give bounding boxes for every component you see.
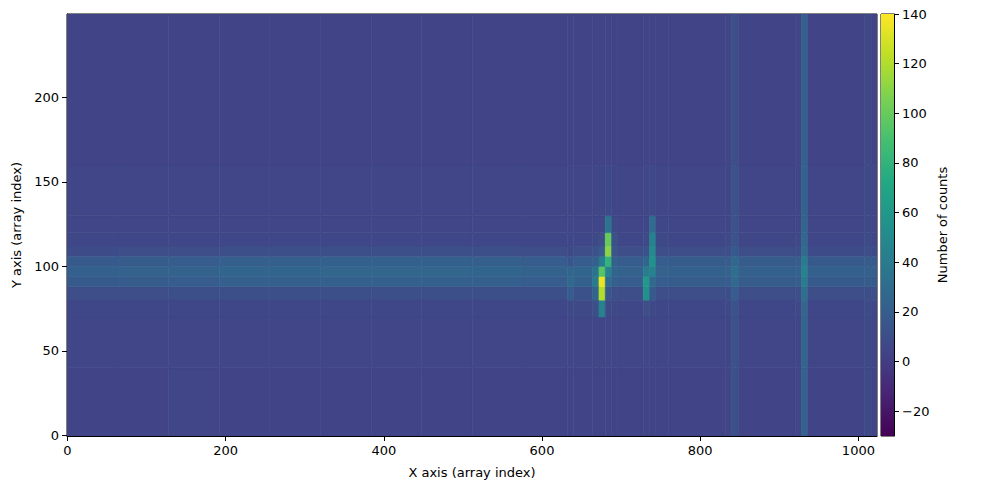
svg-text:1000: 1000 xyxy=(842,443,875,458)
svg-text:200: 200 xyxy=(213,443,238,458)
svg-text:Y axis (array index): Y axis (array index) xyxy=(9,162,24,289)
svg-text:120: 120 xyxy=(902,56,927,71)
svg-text:20: 20 xyxy=(902,304,919,319)
svg-text:40: 40 xyxy=(902,255,919,270)
svg-text:60: 60 xyxy=(902,205,919,220)
svg-text:100: 100 xyxy=(902,106,927,121)
svg-text:150: 150 xyxy=(34,174,59,189)
svg-text:140: 140 xyxy=(902,7,927,22)
svg-text:Number of counts: Number of counts xyxy=(935,167,950,284)
svg-text:50: 50 xyxy=(42,343,59,358)
svg-text:800: 800 xyxy=(688,443,713,458)
svg-text:−20: −20 xyxy=(902,404,929,419)
svg-text:0: 0 xyxy=(63,443,71,458)
svg-text:0: 0 xyxy=(51,428,59,443)
svg-text:100: 100 xyxy=(34,259,59,274)
svg-text:200: 200 xyxy=(34,90,59,105)
svg-text:400: 400 xyxy=(371,443,396,458)
svg-text:80: 80 xyxy=(902,155,919,170)
svg-text:X axis (array index): X axis (array index) xyxy=(408,465,535,480)
svg-text:600: 600 xyxy=(530,443,555,458)
svg-text:0: 0 xyxy=(902,354,910,369)
